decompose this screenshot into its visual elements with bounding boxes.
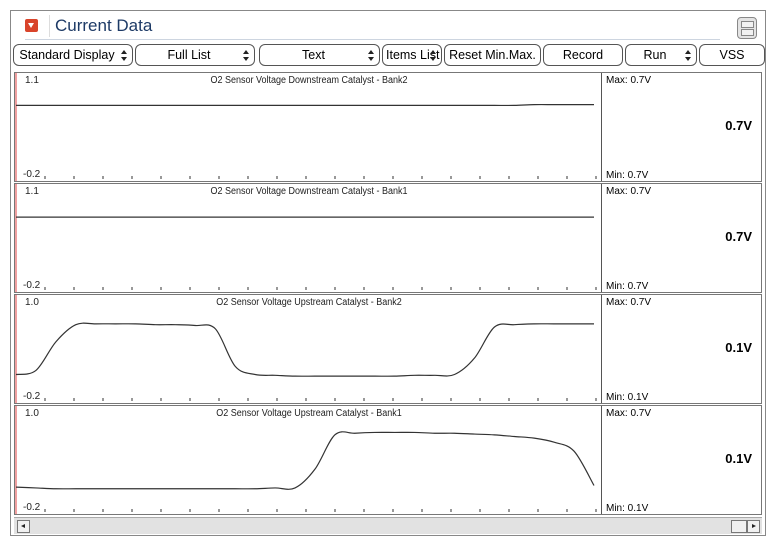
current-value: 0.7V	[725, 118, 752, 133]
y-min-label: -0.2	[23, 391, 41, 402]
button-label: Items List	[386, 48, 440, 62]
max-value: Max: 0.7V	[606, 297, 652, 308]
standard-display-select[interactable]: Standard Display	[13, 44, 133, 66]
scroll-right-button[interactable]	[747, 520, 760, 533]
sensor-trace	[15, 322, 594, 377]
current-data-window: Current Data Standard Display Full List Te…	[10, 10, 766, 536]
items-list-select[interactable]: Items List	[382, 44, 442, 66]
graph	[15, 184, 597, 292]
max-value: Max: 0.7V	[606, 186, 652, 197]
y-min-label: -0.2	[23, 280, 41, 291]
sensor-trace	[15, 431, 595, 490]
value-box: Max: 0.7V 0.7V Min: 0.7V	[601, 184, 762, 292]
button-label: Record	[562, 48, 604, 62]
dropdown-icon[interactable]	[25, 19, 38, 32]
button-label: VSS	[719, 48, 745, 62]
y-max-label: 1.0	[25, 408, 39, 419]
y-min-label: -0.2	[23, 169, 41, 180]
current-value: 0.1V	[725, 451, 752, 466]
graph-title: O2 Sensor Voltage Upstream Catalyst - Ba…	[216, 297, 402, 308]
graph-panel: 1.1 O2 Sensor Voltage Downstream Catalys…	[14, 183, 762, 293]
current-value: 0.1V	[725, 340, 752, 355]
min-value: Min: 0.7V	[606, 281, 649, 292]
y-min-label: -0.2	[23, 502, 41, 513]
sensor-trace	[15, 103, 594, 107]
min-value: Min: 0.1V	[606, 392, 649, 403]
min-value: Min: 0.1V	[606, 503, 649, 514]
max-value: Max: 0.7V	[606, 75, 652, 86]
page-title: Current Data	[55, 16, 153, 35]
spinner-icon	[430, 50, 437, 61]
button-label: Standard Display	[19, 48, 115, 62]
divider	[25, 39, 720, 40]
button-label: Full List	[167, 48, 211, 62]
min-value: Min: 0.7V	[606, 170, 649, 181]
graph	[15, 295, 597, 403]
graph-panel: 1.0 O2 Sensor Voltage Upstream Catalyst …	[14, 405, 762, 515]
spinner-icon	[368, 50, 375, 61]
y-max-label: 1.0	[25, 297, 39, 308]
max-value: Max: 0.7V	[606, 408, 652, 419]
text-select[interactable]: Text	[259, 44, 380, 66]
list-view-icon[interactable]	[737, 17, 757, 39]
y-max-label: 1.1	[25, 75, 39, 86]
graph	[15, 406, 597, 514]
run-select[interactable]: Run	[625, 44, 697, 66]
graph	[15, 73, 597, 181]
value-box: Max: 0.7V 0.7V Min: 0.7V	[601, 73, 762, 181]
scroll-left-button[interactable]	[17, 520, 30, 533]
graph-panel: 1.1 O2 Sensor Voltage Downstream Catalys…	[14, 72, 762, 182]
horizontal-scrollbar[interactable]	[14, 517, 762, 534]
spinner-icon	[121, 50, 128, 61]
y-max-label: 1.1	[25, 186, 39, 197]
button-label: Run	[643, 48, 667, 62]
spinner-icon	[685, 50, 692, 61]
button-label: Reset Min.Max.	[449, 48, 536, 62]
graph-title: O2 Sensor Voltage Upstream Catalyst - Ba…	[216, 408, 402, 419]
current-value: 0.7V	[725, 229, 752, 244]
divider	[49, 15, 50, 37]
scroll-thumb[interactable]	[731, 520, 747, 533]
value-box: Max: 0.7V 0.1V Min: 0.1V	[601, 295, 762, 403]
spinner-icon	[243, 50, 250, 61]
record-button[interactable]: Record	[543, 44, 623, 66]
value-box: Max: 0.7V 0.1V Min: 0.1V	[601, 406, 762, 514]
vss-button[interactable]: VSS	[699, 44, 765, 66]
full-list-select[interactable]: Full List	[135, 44, 255, 66]
button-label: Text	[302, 48, 325, 62]
header: Current Data	[11, 11, 765, 41]
reset-min-max-button[interactable]: Reset Min.Max.	[444, 44, 541, 66]
graph-panel: 1.0 O2 Sensor Voltage Upstream Catalyst …	[14, 294, 762, 404]
graph-title: O2 Sensor Voltage Downstream Catalyst - …	[210, 186, 408, 197]
graph-title: O2 Sensor Voltage Downstream Catalyst - …	[210, 75, 408, 86]
